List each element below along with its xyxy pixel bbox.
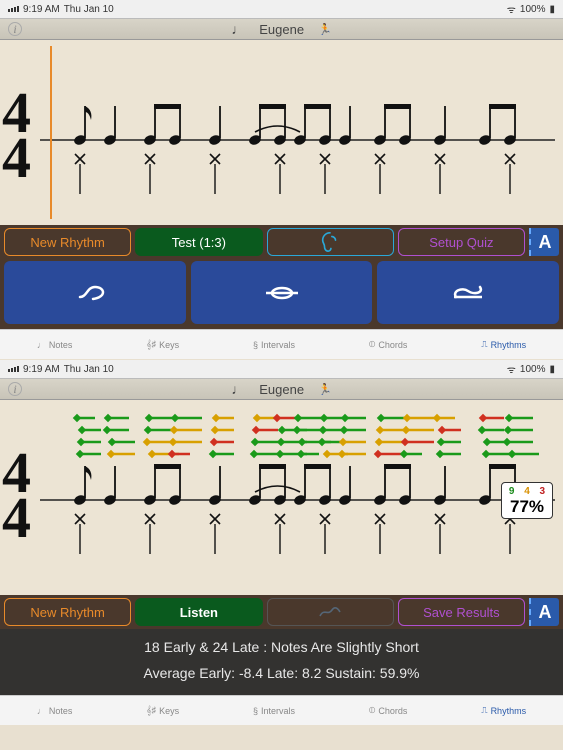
runner-icon[interactable]: 🏃 [318, 23, 332, 36]
intervals-tab-icon: § [253, 340, 258, 350]
a-badge[interactable]: A [529, 228, 559, 256]
runner-icon[interactable]: 🏃 [318, 383, 332, 396]
top-panel: 9:19 AM Thu Jan 10 ᯤ 100% ▮ i ♩ Eugene 🏃… [0, 0, 563, 360]
staff-area-top: 4 4 [0, 40, 563, 225]
tap-pad-row [0, 259, 563, 329]
time-signature: 4 4 [2, 450, 31, 540]
notation-svg-top [0, 40, 563, 225]
title-bar: i ♩ Eugene 🏃 [0, 378, 563, 400]
note-icon: ♩ [231, 21, 245, 37]
title-text: Eugene [259, 22, 304, 37]
results-area: 18 Early & 24 Late : Notes Are Slightly … [0, 629, 563, 695]
status-day: Thu Jan 10 [64, 4, 114, 15]
tap-pad-2[interactable] [191, 261, 373, 324]
battery-pct: 100% [520, 4, 546, 15]
info-icon[interactable]: i [8, 382, 22, 396]
scribble-button[interactable] [267, 598, 394, 626]
status-bar: 9:19 AM Thu Jan 10 ᯤ 100% ▮ [0, 0, 563, 18]
tab-notes[interactable]: ♩Notes [37, 706, 73, 716]
tap-pad-3[interactable] [377, 261, 559, 324]
new-rhythm-button[interactable]: New Rhythm [4, 598, 131, 626]
chords-tab-icon: ⦶ [369, 339, 376, 350]
tab-rhythms[interactable]: ⎍Rhythms [481, 705, 526, 716]
wifi-icon: ᯤ [507, 2, 516, 16]
setup-quiz-button[interactable]: Setup Quiz [398, 228, 525, 256]
keys-tab-icon: 𝄞♯ [146, 339, 156, 350]
tab-rhythms[interactable]: ⎍Rhythms [481, 339, 526, 350]
title-bar: i ♩ Eugene 🏃 [0, 18, 563, 40]
tab-keys[interactable]: 𝄞♯Keys [146, 705, 179, 716]
bottom-panel: 9:19 AM Thu Jan 10 ᯤ 100% ▮ i ♩ Eugene 🏃… [0, 360, 563, 750]
tap-pad-1[interactable] [4, 261, 186, 324]
rhythms-tab-icon: ⎍ [481, 339, 487, 350]
tab-bar-top: ♩Notes 𝄞♯Keys §Intervals ⦶Chords ⎍Rhythm… [0, 329, 563, 359]
tab-chords[interactable]: ⦶Chords [369, 339, 408, 350]
action-row-bottom: New Rhythm Listen Save Results A [0, 595, 563, 629]
a-badge[interactable]: A [529, 598, 559, 626]
score-bubble: 9 4 3 77% [501, 482, 553, 519]
note-tab-icon: ♩ [37, 340, 46, 350]
time-signature: 4 4 [2, 90, 31, 180]
tab-intervals[interactable]: §Intervals [253, 340, 295, 350]
listen-button[interactable]: Listen [135, 598, 262, 626]
save-results-button[interactable]: Save Results [398, 598, 525, 626]
staff-area-bottom: 4 4 9 4 3 77% [0, 400, 563, 595]
tab-bar-bottom: ♩Notes 𝄞♯Keys §Intervals ⦶Chords ⎍Rhythm… [0, 695, 563, 725]
tab-keys[interactable]: 𝄞♯Keys [146, 339, 179, 350]
result-line-1: 18 Early & 24 Late : Notes Are Slightly … [8, 639, 555, 655]
ear-button[interactable] [267, 228, 394, 256]
status-time: 9:19 AM [23, 4, 60, 15]
tab-chords[interactable]: ⦶Chords [369, 705, 408, 716]
playhead-cursor [50, 46, 52, 219]
notation-svg-bottom [0, 400, 563, 595]
ear-icon [319, 231, 341, 253]
note-icon: ♩ [231, 381, 245, 397]
scribble-icon [318, 604, 342, 620]
action-row-top: New Rhythm Test (1:3) Setup Quiz A [0, 225, 563, 259]
tab-intervals[interactable]: §Intervals [253, 706, 295, 716]
info-icon[interactable]: i [8, 22, 22, 36]
tab-notes[interactable]: ♩Notes [37, 340, 73, 350]
new-rhythm-button[interactable]: New Rhythm [4, 228, 131, 256]
result-line-2: Average Early: -8.4 Late: 8.2 Sustain: 5… [8, 665, 555, 681]
test-button[interactable]: Test (1:3) [135, 228, 262, 256]
battery-icon: ▮ [549, 4, 555, 15]
status-bar: 9:19 AM Thu Jan 10 ᯤ 100% ▮ [0, 360, 563, 378]
